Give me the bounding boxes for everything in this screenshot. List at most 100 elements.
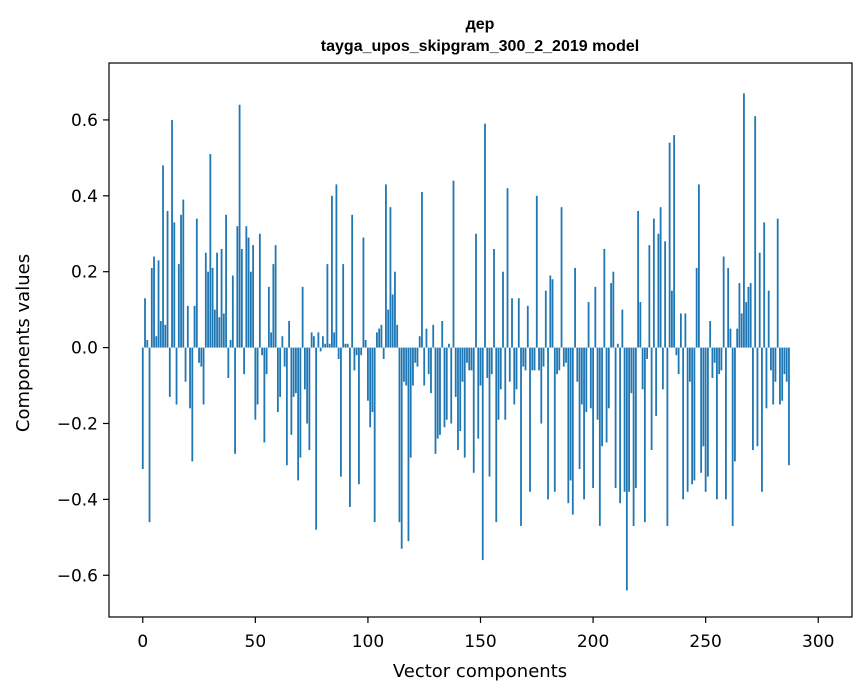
bar [234,347,236,454]
bar [340,347,342,477]
bar [499,347,502,390]
bar [637,210,640,348]
bar [171,119,173,348]
bar [290,347,293,435]
bar [227,347,230,378]
bar [378,328,381,348]
bar [508,347,511,382]
y-tick-label: −0.2 [57,414,98,434]
bar [326,264,329,348]
bar [240,248,243,348]
bar [592,347,594,488]
bar [409,347,412,458]
bar [180,214,182,348]
bar [184,347,187,382]
bar [369,347,372,428]
bar [583,347,585,500]
bar [763,222,766,348]
bar [270,332,273,348]
bar [580,347,583,405]
bar [707,347,709,477]
bar [380,324,383,348]
bar [738,283,741,348]
bar [495,347,498,523]
bar [342,264,345,348]
bar [641,347,644,390]
bar [630,347,633,394]
bar [576,347,579,382]
bar [454,347,457,397]
bar [529,347,531,492]
bar [621,309,624,348]
bar [394,271,396,348]
bar [303,347,306,390]
bar [668,142,671,348]
bar [310,332,313,348]
bar [596,347,599,420]
bar [382,347,385,359]
x-axis: 0 50 100 150 200 250 300 [137,617,834,652]
bar [279,347,282,397]
bar [186,305,189,348]
bar [754,116,757,348]
bar [720,347,723,371]
bar [216,252,218,348]
bar [693,347,696,481]
bar [542,347,545,367]
bar [150,267,153,348]
bar [522,347,525,367]
bar [743,93,745,348]
bar [731,347,734,526]
bar [551,279,554,348]
bar [236,226,239,348]
bar [535,195,538,348]
bar [387,309,390,348]
bar [344,343,347,348]
bar [412,347,414,386]
bar [625,347,628,591]
bar [182,199,185,348]
bar [619,347,621,504]
bar [274,245,277,348]
bar [612,271,615,348]
bar [211,267,214,348]
bar [148,347,151,523]
bar [225,214,227,348]
bar [335,184,338,348]
x-tick-label: 150 [464,632,496,652]
bar [468,347,471,371]
bar [166,210,169,348]
bar [747,286,750,348]
bar [400,347,403,549]
bar [288,321,291,348]
bar [783,347,786,375]
bar [614,347,617,488]
bar [355,347,358,356]
bar [517,298,520,348]
bar [679,313,682,348]
bar [263,347,266,443]
y-axis: −0.6 −0.4 −0.2 0.0 0.2 0.4 0.6 [57,111,109,586]
bar [673,135,676,348]
bar [247,237,250,348]
bar [725,347,727,500]
bar [459,347,462,432]
y-tick-label: 0.2 [71,263,98,283]
bar [245,226,248,348]
bar [655,347,658,416]
bar [333,332,336,348]
bar [607,347,610,409]
bar [502,271,504,348]
bar [774,347,777,382]
bar [321,336,324,348]
bar [547,347,549,500]
bar [198,347,200,363]
bar [571,347,574,515]
bar [317,332,320,348]
bar [734,347,736,462]
bar [722,256,725,348]
bar [484,123,486,348]
bar [396,324,399,348]
x-tick-label: 50 [245,632,267,652]
x-tick-label: 200 [577,632,609,652]
